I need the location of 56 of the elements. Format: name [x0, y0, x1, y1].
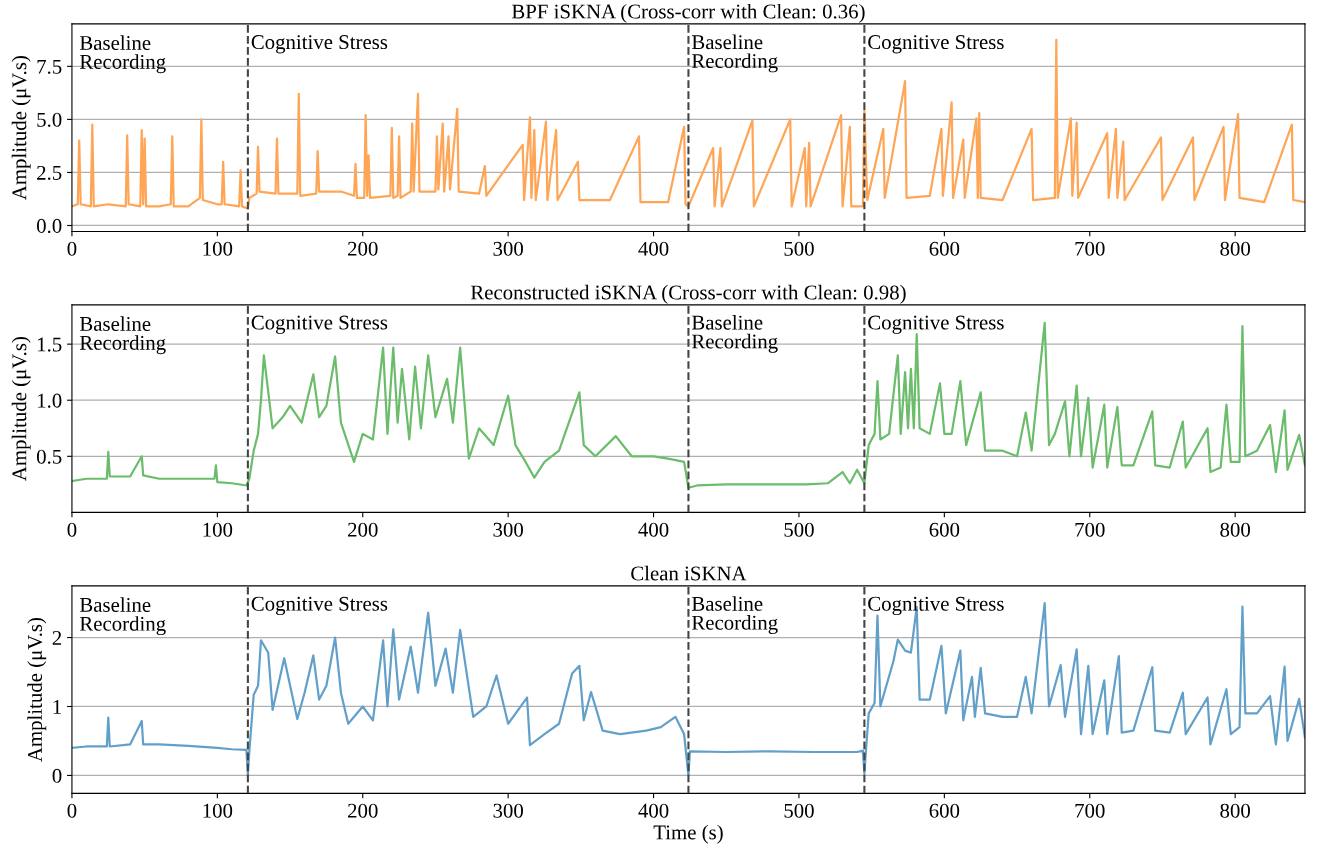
x-tick-label: 400 — [638, 522, 669, 537]
x-tick-label: 300 — [493, 241, 523, 256]
y-tick-label: 5.0 — [37, 112, 62, 127]
x-tick-label: 200 — [348, 803, 378, 818]
y-tick-label: 2.5 — [37, 165, 62, 180]
annotation: Baseline Recording — [79, 597, 166, 636]
annotation: Baseline Recording — [691, 596, 778, 635]
x-tick-label: 600 — [929, 522, 960, 537]
annotation: Baseline Recording — [691, 34, 778, 73]
x-tick-label: 0 — [67, 522, 77, 537]
annotation: Cognitive Stress — [251, 596, 388, 616]
x-tick-label: 600 — [929, 803, 960, 818]
annotation: Cognitive Stress — [251, 35, 388, 54]
x-tick-label: 400 — [638, 241, 669, 256]
x-tick-label: 100 — [203, 241, 233, 256]
y-axis-title: Amplitude (μV.s) — [11, 56, 31, 200]
annotation: Cognitive Stress — [251, 315, 388, 334]
y-tick-label: 0.0 — [36, 218, 62, 234]
chart-title: Clean iSKNA — [631, 565, 747, 581]
annotation: Baseline Recording — [79, 316, 166, 355]
y-tick-label: 1 — [53, 699, 61, 714]
chart-title: Reconstructed iSKNA (Cross-corr with Clean: 0.98) — [470, 284, 906, 304]
annotation: Cognitive Stress — [868, 315, 1004, 334]
x-tick-label: 100 — [203, 522, 233, 537]
x-tick-label: 600 — [929, 241, 960, 256]
y-axis-title: Amplitude (μV.s) — [11, 337, 31, 481]
x-axis-title: Time (s) — [653, 824, 723, 844]
x-tick-label: 800 — [1220, 241, 1250, 256]
x-tick-label: 700 — [1075, 803, 1105, 818]
annotation: Baseline Recording — [691, 314, 778, 353]
y-axis-title: Amplitude (μV.s) — [27, 618, 47, 762]
x-tick-label: 800 — [1220, 803, 1250, 818]
x-tick-label: 0 — [67, 241, 77, 256]
y-tick-label: 1.5 — [38, 337, 62, 352]
x-tick-label: 200 — [348, 241, 378, 256]
y-tick-label: 0.5 — [36, 449, 62, 464]
x-tick-label: 500 — [784, 241, 814, 256]
y-tick-label: 1.0 — [38, 393, 62, 408]
x-tick-label: 400 — [638, 803, 669, 818]
annotation: Baseline Recording — [79, 35, 166, 74]
x-tick-label: 700 — [1075, 241, 1105, 256]
x-tick-label: 500 — [784, 522, 814, 537]
x-tick-label: 0 — [67, 803, 77, 818]
y-tick-label: 7.5 — [37, 59, 62, 74]
x-tick-label: 800 — [1220, 522, 1250, 537]
x-tick-label: 300 — [493, 803, 523, 818]
x-tick-label: 100 — [203, 803, 233, 818]
annotation: Cognitive Stress — [868, 596, 1004, 616]
chart-title: BPF iSKNA (Cross-corr with Clean: 0.36) — [511, 3, 865, 23]
x-tick-label: 700 — [1075, 522, 1105, 537]
x-tick-label: 300 — [493, 522, 523, 537]
y-tick-label: 0 — [52, 768, 62, 783]
y-tick-label: 2 — [52, 630, 62, 645]
x-tick-label: 200 — [348, 522, 378, 537]
annotation: Cognitive Stress — [868, 35, 1004, 54]
x-tick-label: 500 — [784, 803, 814, 818]
